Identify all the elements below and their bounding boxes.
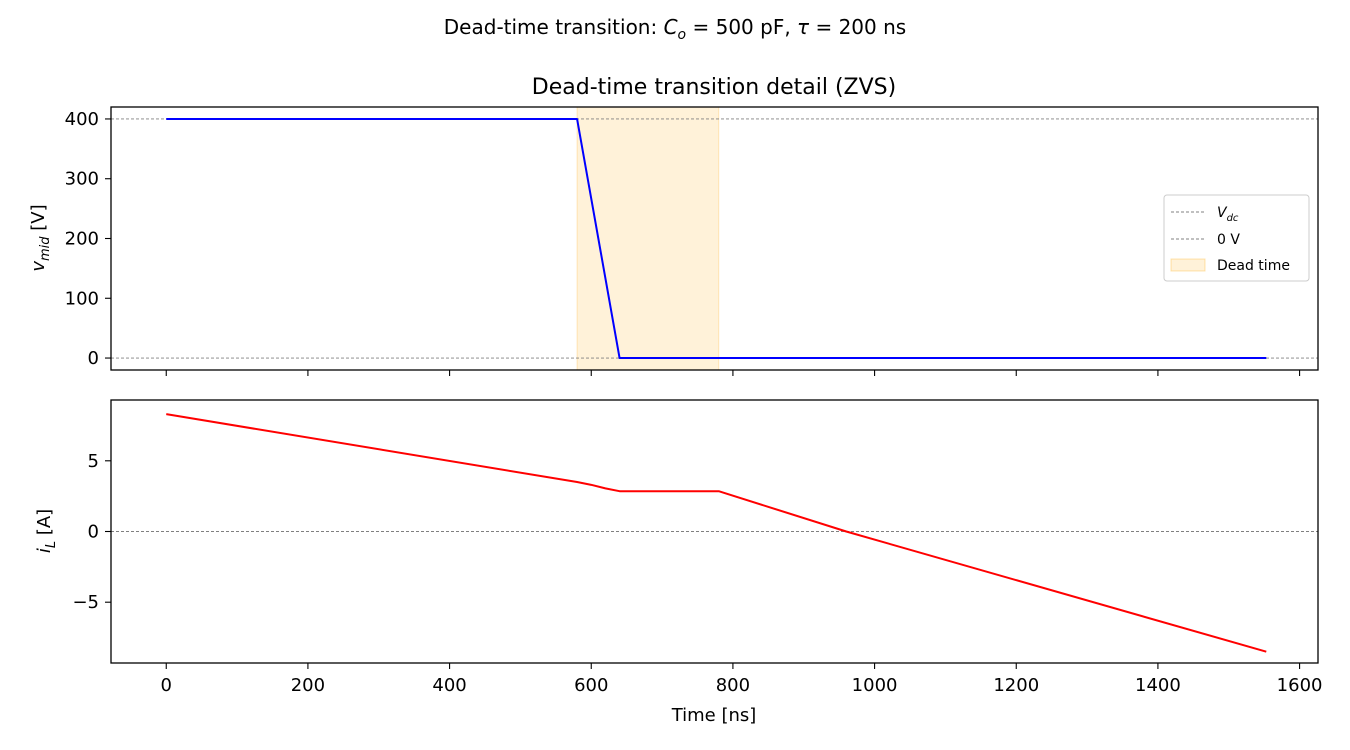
voltage-y-tick-label: 300 xyxy=(65,169,99,190)
current-x-tick-label: 1600 xyxy=(1277,675,1323,696)
current-y-label-unit: [A] xyxy=(34,509,55,541)
current-y-tick-label: −5 xyxy=(72,592,99,613)
suptitle-co-sub: o xyxy=(678,27,687,43)
current-y-label-sub: L xyxy=(44,541,59,548)
current-panel: 0 200 400 600 800 1000 1200 1400 1600 −5 0 5 iL [A… xyxy=(34,399,1323,726)
legend-vdc-var: V xyxy=(1217,205,1228,221)
legend-deadtime-label: Dead time xyxy=(1217,258,1290,274)
current-y-label-var: i xyxy=(34,548,55,553)
legend-box xyxy=(1163,194,1310,282)
voltage-x-ticks xyxy=(165,370,1301,376)
current-y-ticks: −5 0 5 xyxy=(72,451,111,613)
voltage-y-label-var: v xyxy=(28,261,49,272)
current-y-tick-label: 0 xyxy=(88,522,99,543)
suptitle-co: C xyxy=(664,15,678,39)
current-x-tick-label: 1400 xyxy=(1135,675,1181,696)
voltage-series xyxy=(166,117,1267,360)
dead-time-spans xyxy=(576,106,720,371)
suptitle-mid: = 500 pF, xyxy=(686,15,797,39)
current-x-tick-label: 800 xyxy=(716,675,750,696)
voltage-panel-title: Dead-time transition detail (ZVS) xyxy=(532,75,896,100)
suptitle-post: = 200 ns xyxy=(809,15,906,39)
current-y-label: iL [A] xyxy=(34,509,59,553)
legend-vdc-label: Vdc xyxy=(1217,205,1239,224)
figure-suptitle: Dead-time transition: Co = 500 pF, τ = 2… xyxy=(444,15,906,43)
current-series xyxy=(166,413,1267,653)
legend-deadtime-patch xyxy=(1170,258,1206,272)
legend: Vdc 0 V Dead time xyxy=(1163,194,1310,282)
voltage-y-tick-label: 400 xyxy=(65,109,99,130)
voltage-panel: Dead-time transition detail (ZVS) 0 100 20… xyxy=(28,75,1319,376)
voltage-y-tick-label: 0 xyxy=(88,348,99,369)
current-x-tick-label: 600 xyxy=(574,675,608,696)
voltage-series-line xyxy=(166,117,1267,360)
dead-time-span xyxy=(576,106,720,371)
legend-zero-label: 0 V xyxy=(1217,232,1240,248)
voltage-y-label: vmid [V] xyxy=(28,204,53,271)
legend-vdc-sub: dc xyxy=(1227,213,1239,224)
current-x-tick-label: 200 xyxy=(291,675,325,696)
voltage-y-tick-label: 100 xyxy=(65,288,99,309)
current-series-line xyxy=(166,413,1267,653)
current-y-tick-label: 5 xyxy=(88,451,99,472)
current-x-tick-label: 400 xyxy=(432,675,466,696)
voltage-y-tick-label: 200 xyxy=(65,229,99,250)
voltage-y-ticks: 0 100 200 300 400 xyxy=(65,109,111,369)
voltage-y-label-sub: mid xyxy=(38,236,53,261)
current-x-tick-label: 0 xyxy=(161,675,172,696)
suptitle-pre: Dead-time transition: xyxy=(444,15,664,39)
voltage-y-label-unit: [V] xyxy=(28,204,49,236)
current-x-tick-label: 1200 xyxy=(993,675,1039,696)
x-axis-label: Time [ns] xyxy=(671,705,757,726)
current-x-ticks: 0 200 400 600 800 1000 1200 1400 1600 xyxy=(161,663,1323,696)
current-x-tick-label: 1000 xyxy=(852,675,898,696)
suptitle-tau: τ xyxy=(797,15,810,39)
